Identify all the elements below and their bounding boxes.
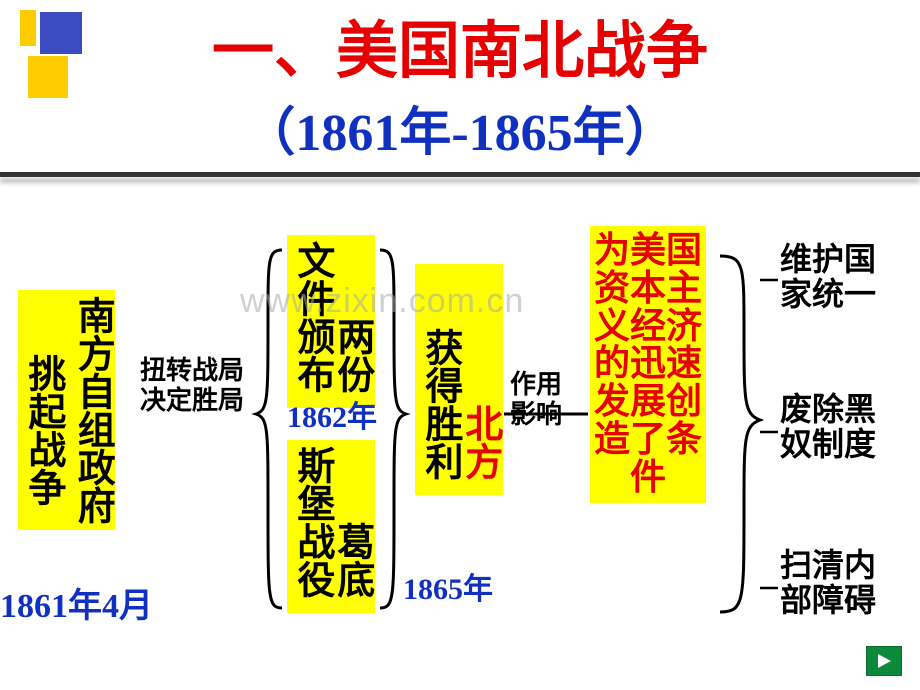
flow-box-significance: 为美国 资本主 义经济 的迅速 发展创 造了条 件	[590, 226, 706, 503]
conn1-line2: 决定胜局	[140, 386, 244, 416]
box1-col-left: 挑起战争	[22, 296, 62, 506]
box3-red: 北方	[459, 404, 499, 480]
box4-row4: 发展创	[594, 383, 702, 421]
connector-label-1: 扭转战局 决定胜局	[140, 356, 244, 416]
box4-row1: 资本主	[594, 270, 702, 308]
outcome-c-l1: 扫清内	[780, 548, 876, 583]
box2b-right: 葛底	[331, 522, 371, 598]
connector-label-2: 作用 影响	[510, 370, 562, 430]
box2a-right: 两份	[331, 317, 371, 393]
deco-yellow-square	[28, 56, 68, 98]
box3-black: 获得胜利	[419, 270, 459, 480]
next-slide-button[interactable]	[866, 646, 902, 676]
deco-yellow-bar	[20, 10, 36, 46]
deco-blue-square	[40, 12, 82, 54]
box4-row3: 的迅速	[594, 345, 702, 383]
outcome-obstacles: 扫清内 部障碍	[780, 548, 876, 618]
date-1861: 1861年4月	[0, 578, 153, 627]
slide-title-block: 一、美国南北战争 （1861年-1865年）	[0, 18, 920, 165]
flow-box-victory: 获得胜利北方	[415, 264, 503, 495]
box1-col-right: 南方自组政府	[71, 296, 111, 524]
flow-box-start: 挑起战争 南方自组政府	[18, 290, 115, 530]
conn3-line2: 影响	[510, 400, 562, 430]
outcome-b-l1: 废除黑	[780, 392, 876, 427]
title-underline	[0, 172, 920, 177]
date-1862: 1862年	[287, 392, 377, 436]
play-icon	[875, 652, 893, 670]
box2a-left: 文件颁布	[291, 241, 331, 393]
outcome-b-l2: 奴制度	[780, 427, 876, 462]
box4-row2: 义经济	[594, 308, 702, 346]
box2b-left: 斯堡战役	[291, 446, 331, 598]
outcome-a-l2: 家统一	[780, 277, 876, 312]
outcome-a-l1: 维护国	[780, 242, 876, 277]
flow-box-battle: 斯堡战役葛底	[287, 440, 375, 613]
box4-row5: 造了条	[594, 421, 702, 459]
slide-title-main: 一、美国南北战争	[0, 18, 920, 86]
slide-title-sub: （1861年-1865年）	[0, 90, 920, 165]
flow-box-documents: 文件颁布两份	[287, 235, 375, 408]
box4-row0: 为美国	[594, 232, 702, 270]
outcome-unity: 维护国 家统一	[780, 242, 876, 312]
outcome-slavery: 废除黑 奴制度	[780, 392, 876, 462]
conn3-line1: 作用	[510, 370, 562, 400]
box4-row6: 件	[594, 459, 702, 497]
conn1-line1: 扭转战局	[140, 356, 244, 386]
outcome-c-l2: 部障碍	[780, 583, 876, 618]
date-1865: 1865年	[403, 564, 493, 608]
